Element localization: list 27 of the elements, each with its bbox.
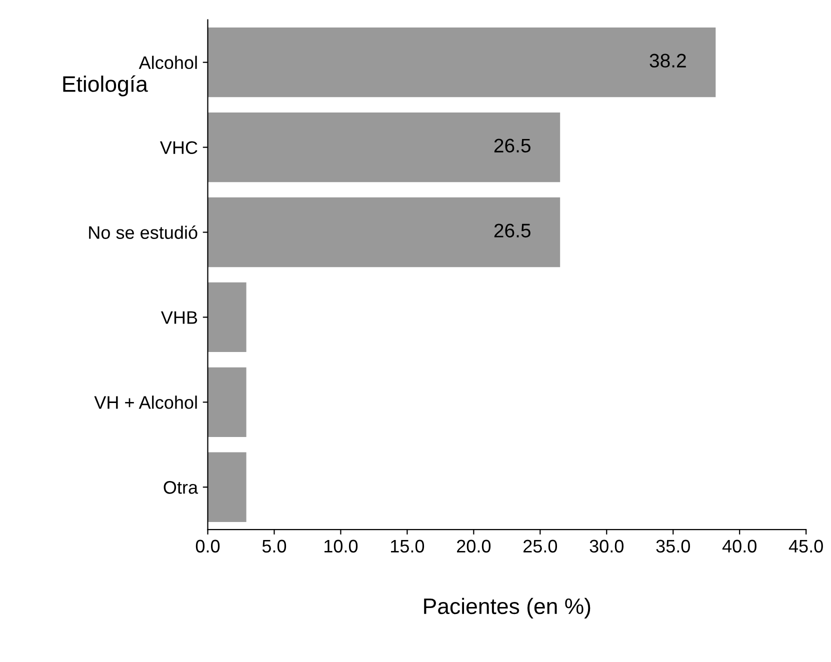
y-tick-label: VHC <box>160 141 198 154</box>
bar <box>208 367 246 437</box>
x-tick-label: 5.0 <box>262 540 286 553</box>
y-tick-label: VH + Alcohol <box>94 396 197 409</box>
bar <box>208 28 716 98</box>
x-tick-label: 15.0 <box>391 540 424 553</box>
y-axis-title: Etiología <box>63 75 148 96</box>
bar <box>208 197 560 268</box>
x-tick-label: 0.0 <box>196 540 220 553</box>
x-tick-label: 20.0 <box>457 540 491 553</box>
data-label: 38.2 <box>650 54 686 68</box>
y-tick-label: VHB <box>160 311 198 324</box>
x-tick-label: 30.0 <box>590 540 624 553</box>
x-axis-title: Pacientes (en %) <box>424 598 590 619</box>
data-label: 26.5 <box>494 138 530 153</box>
x-tick-label: 35.0 <box>656 540 690 553</box>
x-tick-label: 45.0 <box>788 540 823 553</box>
x-tick-label: 40.0 <box>722 540 756 553</box>
x-tick-label: 25.0 <box>523 540 558 553</box>
y-tick-label: No se estudió <box>89 226 198 239</box>
x-tick-label: 10.0 <box>324 540 358 553</box>
data-label: 26.5 <box>494 224 530 238</box>
y-tick-label: Alcohol <box>138 56 197 70</box>
bar <box>208 452 246 522</box>
bar <box>208 112 560 182</box>
y-tick-label: Otra <box>164 481 198 494</box>
bar <box>208 282 246 352</box>
